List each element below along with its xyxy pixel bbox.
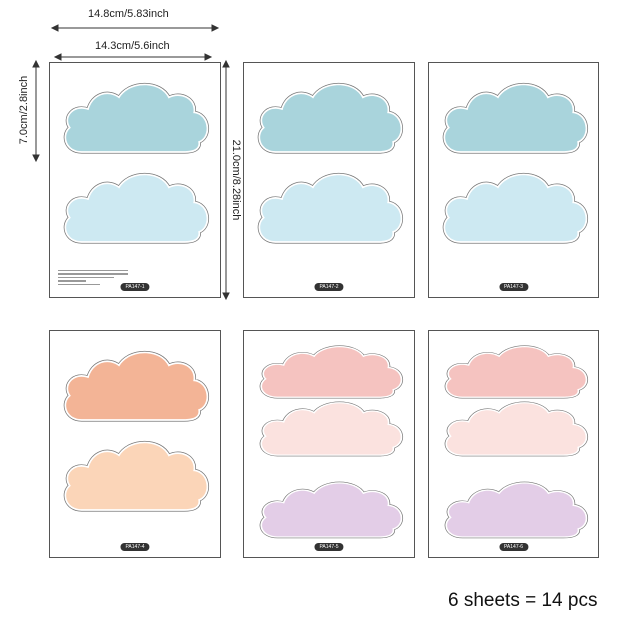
cloud-sticker [254, 341, 404, 401]
cloud-sticker [439, 341, 589, 401]
sticker-sheet: PA147-5 [243, 330, 415, 558]
cloud-sticker [252, 167, 404, 247]
outer-width-label: 14.8cm/5.83inch [88, 8, 169, 20]
caption: 6 sheets = 14 pcs [448, 590, 598, 611]
sheet-label: PA147-2 [314, 283, 344, 291]
sheet-label: PA147-5 [314, 543, 344, 551]
cloud-sticker [254, 477, 404, 541]
sheet-height-label: 21.0cm/8.28inch [230, 139, 242, 221]
cloud-sticker [58, 345, 210, 425]
warning-text [58, 268, 128, 288]
sticker-sheet: PA147-3 [428, 62, 599, 298]
cloud-sticker [437, 77, 589, 157]
cloud-height-label: 7.0cm/2.8inch [18, 75, 30, 145]
cloud-sticker [439, 397, 589, 459]
cloud-sticker [254, 397, 404, 459]
sticker-sheet: PA147-6 [428, 330, 599, 558]
cloud-sticker [252, 77, 404, 157]
sticker-sheet: PA147-1 [49, 62, 221, 298]
sticker-sheet: PA147-2 [243, 62, 415, 298]
cloud-sticker [437, 167, 589, 247]
sheet-label: PA147-3 [498, 283, 529, 291]
sheet-label: PA147-4 [120, 543, 150, 551]
sheet-label: PA147-1 [120, 283, 150, 291]
cloud-sticker [58, 167, 210, 247]
cloud-sticker [439, 477, 589, 541]
sticker-sheet: PA147-4 [49, 330, 221, 558]
sheet-label: PA147-6 [498, 543, 529, 551]
cloud-sticker [58, 435, 210, 515]
cloud-sticker [58, 77, 210, 157]
inner-width-label: 14.3cm/5.6inch [95, 40, 170, 52]
